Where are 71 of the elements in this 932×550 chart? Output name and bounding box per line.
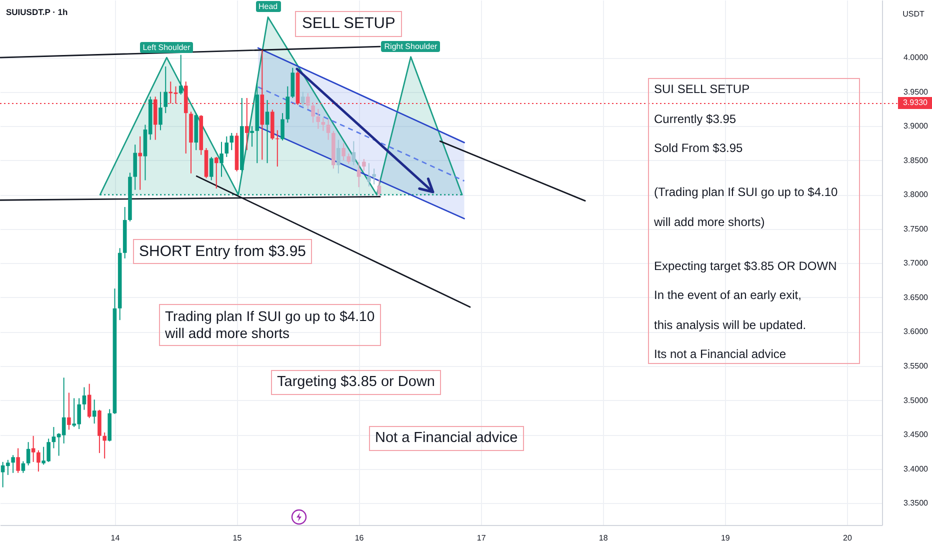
y-tick-label: 3.5500 bbox=[904, 361, 929, 370]
candlestick bbox=[280, 112, 284, 142]
candlestick bbox=[158, 91, 162, 131]
x-tick-label: 14 bbox=[110, 534, 120, 542]
y-tick-label: 3.4500 bbox=[904, 430, 929, 440]
candlestick bbox=[209, 156, 214, 181]
y-tick-label: 3.7500 bbox=[904, 224, 929, 234]
candlestick bbox=[16, 448, 20, 474]
candlestick bbox=[342, 142, 346, 161]
candlestick bbox=[377, 179, 382, 197]
candlestick bbox=[138, 136, 142, 190]
y-tick-label: 4.0000 bbox=[904, 53, 929, 62]
candlestick bbox=[316, 108, 320, 130]
annotation: SHORT Entry from $3.95 bbox=[139, 242, 306, 261]
candlestick bbox=[26, 442, 30, 466]
y-tick-label: 3.8500 bbox=[904, 156, 929, 165]
candlestick bbox=[290, 67, 295, 99]
annotation: SELL SETUP bbox=[302, 14, 396, 34]
x-tick-label: 20 bbox=[843, 534, 852, 542]
annotation: Head bbox=[256, 1, 281, 12]
candlestick bbox=[178, 54, 183, 96]
candlestick bbox=[102, 432, 106, 460]
candlestick bbox=[367, 162, 371, 187]
y-tick-label: 3.5000 bbox=[904, 396, 929, 405]
candlestick bbox=[164, 66, 168, 114]
annotation: Trading plan If SUI go up to $4.10 will add more shorts bbox=[165, 308, 375, 342]
y-tick-label: 3.9500 bbox=[904, 87, 929, 96]
candlestick bbox=[336, 139, 340, 174]
candlestick bbox=[220, 141, 224, 178]
candlestick bbox=[352, 140, 356, 166]
candlestick bbox=[230, 132, 234, 151]
candlestick bbox=[82, 386, 86, 410]
x-tick-label: 15 bbox=[232, 534, 242, 542]
y-tick-label: 3.3500 bbox=[904, 498, 929, 508]
candlestick bbox=[224, 136, 229, 158]
candlestick bbox=[301, 91, 305, 108]
x-tick-label: 16 bbox=[354, 534, 364, 542]
candlestick bbox=[250, 126, 254, 148]
candlestick bbox=[372, 168, 376, 185]
ref-line-label: 3.9330 bbox=[898, 97, 932, 110]
y-tick-label: 3.4000 bbox=[904, 464, 929, 474]
y-tick-label: 3.7000 bbox=[904, 258, 929, 268]
y-axis-title: USDT bbox=[902, 10, 924, 18]
candlestick bbox=[265, 100, 270, 164]
candlestick bbox=[11, 454, 15, 474]
candlestick bbox=[356, 161, 361, 188]
y-tick-label: 3.9000 bbox=[904, 122, 929, 131]
candlestick bbox=[311, 102, 315, 124]
x-tick-label: 17 bbox=[476, 534, 486, 542]
x-tick-label: 18 bbox=[598, 534, 608, 542]
annotation: Right Shoulder bbox=[381, 40, 440, 52]
annotation: Targeting $3.85 or Down bbox=[277, 373, 435, 392]
candlestick bbox=[214, 156, 218, 189]
candlestick bbox=[31, 435, 36, 462]
y-tick-label: 3.6000 bbox=[904, 327, 929, 336]
candlestick bbox=[326, 118, 330, 140]
annotation: Not a Financial advice bbox=[375, 429, 518, 448]
y-tick-label: 3.6500 bbox=[904, 292, 929, 302]
candlestick bbox=[67, 392, 71, 430]
candlestick bbox=[306, 92, 310, 110]
candlestick bbox=[286, 86, 290, 124]
candlestick bbox=[36, 450, 40, 472]
candlestick bbox=[21, 460, 26, 474]
y-tick-label: 3.8000 bbox=[904, 190, 929, 200]
candlestick bbox=[133, 144, 137, 190]
candlestick bbox=[87, 383, 92, 419]
candlestick bbox=[362, 158, 366, 172]
annotation: Left Shoulder bbox=[140, 42, 194, 53]
text: SUI SELL SETUP Currently $3.95 Sold From $3.95 (Trading plan If SUI go up to $4.10 will add more shorts) Expecting target $3.85 OR DOWN In the event of an early exit, this analysis will be updated. Its not a Financial advice bbox=[654, 82, 838, 361]
text: SUIUSDT.P · 1h bbox=[6, 7, 68, 17]
x-tick-label: 19 bbox=[720, 534, 730, 542]
